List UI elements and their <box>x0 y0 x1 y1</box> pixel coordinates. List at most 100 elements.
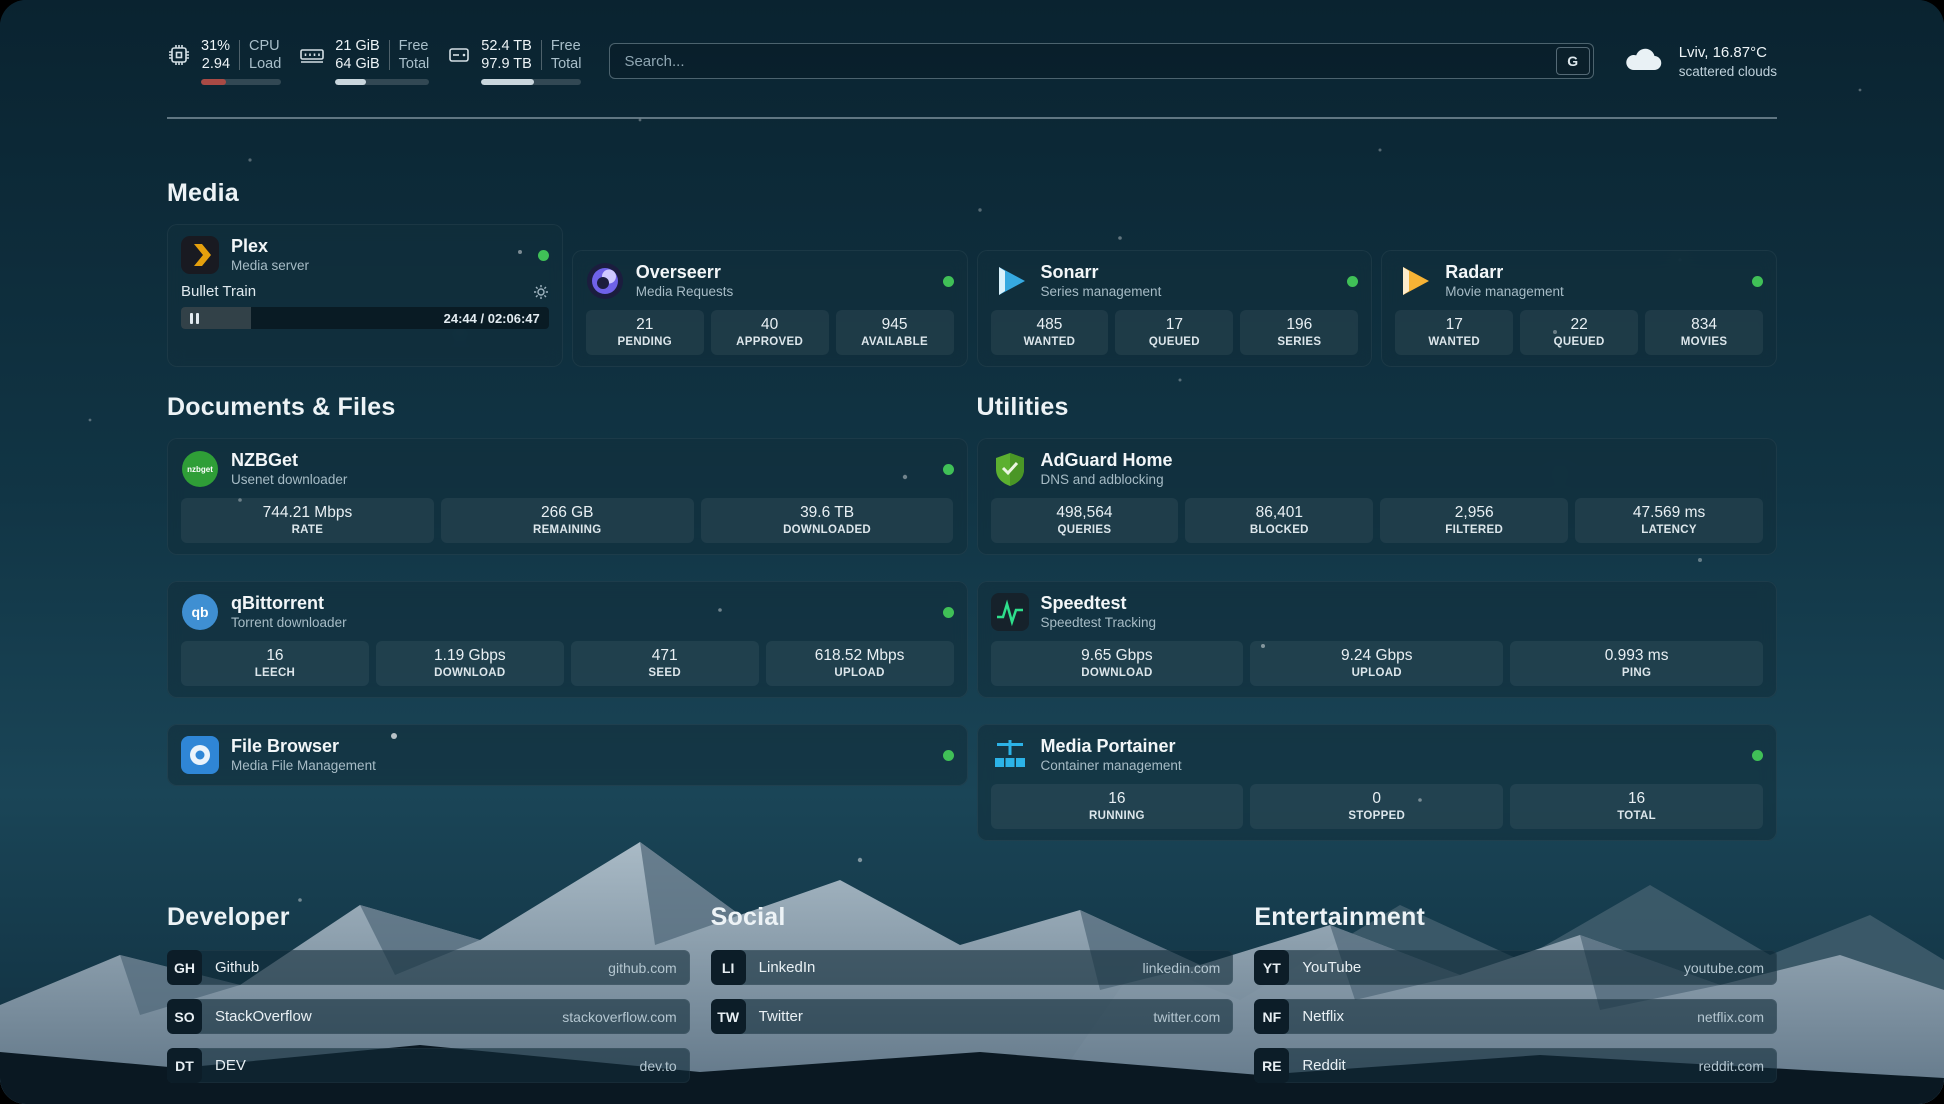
section-media: Media Plex Media server <box>167 179 1777 367</box>
cpu-progress-bar <box>201 79 281 85</box>
filebrowser-icon <box>181 736 219 774</box>
link-reddit[interactable]: RE Reddit reddit.com <box>1254 1048 1777 1083</box>
system-stats: 31% 2.94 CPU Load <box>167 37 581 85</box>
speedtest-card[interactable]: Speedtest Speedtest Tracking 9.65 Gbps D… <box>977 581 1778 698</box>
stat-box: 0.993 ms PING <box>1510 641 1763 686</box>
app-description: Media File Management <box>231 758 376 774</box>
app-description: Movie management <box>1445 284 1564 300</box>
divider <box>239 40 240 70</box>
cpu-widget: 31% 2.94 CPU Load <box>167 37 281 85</box>
app-description: Series management <box>1041 284 1162 300</box>
app-name: NZBGet <box>231 450 347 470</box>
nzbget-icon: nzbget <box>181 450 219 488</box>
stat-box: 618.52 Mbps UPLOAD <box>766 641 954 686</box>
divider <box>541 40 542 70</box>
section-title-social: Social <box>711 903 1234 932</box>
sonarr-card[interactable]: Sonarr Series management 485 WANTED 17 Q… <box>977 250 1373 367</box>
app-name: AdGuard Home <box>1041 450 1173 470</box>
pause-icon[interactable] <box>190 313 199 324</box>
topbar-divider <box>167 117 1777 119</box>
adguard-card[interactable]: AdGuard Home DNS and adblocking 498,564 … <box>977 438 1778 555</box>
stat-box: 39.6 TB DOWNLOADED <box>701 498 954 543</box>
status-dot <box>943 750 954 761</box>
stat-box: 498,564 QUERIES <box>991 498 1179 543</box>
stat-box: 485 WANTED <box>991 310 1109 355</box>
stat-box: 17 QUEUED <box>1115 310 1233 355</box>
filebrowser-card[interactable]: File Browser Media File Management <box>167 724 968 786</box>
link-twitter[interactable]: TW Twitter twitter.com <box>711 999 1234 1034</box>
memory-progress-bar <box>335 79 429 85</box>
section-social: Social LI LinkedIn linkedin.com TW Twitt… <box>711 903 1234 1083</box>
memory-values: 21 GiB 64 GiB <box>335 37 379 73</box>
qbittorrent-icon: qb <box>181 593 219 631</box>
memory-labels: Free Total <box>399 37 430 73</box>
link-youtube[interactable]: YT YouTube youtube.com <box>1254 950 1777 985</box>
portainer-card[interactable]: Media Portainer Container management 16 … <box>977 724 1778 841</box>
link-dev[interactable]: DT DEV dev.to <box>167 1048 690 1083</box>
weather-condition: scattered clouds <box>1679 64 1777 79</box>
app-name: Sonarr <box>1041 262 1162 282</box>
memory-widget: 21 GiB 64 GiB Free Total <box>299 37 429 85</box>
playback-time: 24:44 / 02:06:47 <box>444 311 540 326</box>
linkedin-icon: LI <box>711 950 746 985</box>
disk-widget: 52.4 TB 97.9 TB Free Total <box>447 37 581 85</box>
stat-box: 40 APPROVED <box>711 310 829 355</box>
disk-progress-bar <box>481 79 581 85</box>
section-title-entertainment: Entertainment <box>1254 903 1777 932</box>
speedtest-icon <box>991 593 1029 631</box>
app-description: DNS and adblocking <box>1041 472 1173 488</box>
section-title-utilities: Utilities <box>977 393 1778 422</box>
reddit-icon: RE <box>1254 1048 1289 1083</box>
link-github[interactable]: GH Github github.com <box>167 950 690 985</box>
stat-box: 196 SERIES <box>1240 310 1358 355</box>
radarr-card[interactable]: Radarr Movie management 17 WANTED 22 QUE… <box>1381 250 1777 367</box>
netflix-icon: NF <box>1254 999 1289 1034</box>
app-name: File Browser <box>231 736 376 756</box>
dashboard-root: 31% 2.94 CPU Load <box>0 0 1944 1104</box>
disk-icon <box>447 37 471 72</box>
app-name: Overseerr <box>636 262 734 282</box>
weather-widget: Lviv, 16.87°C scattered clouds <box>1622 43 1777 80</box>
nzbget-card[interactable]: nzbget NZBGet Usenet downloader 744.21 M… <box>167 438 968 555</box>
overseerr-card[interactable]: Overseerr Media Requests 21 PENDING 40 A… <box>572 250 968 367</box>
app-name: Speedtest <box>1041 593 1157 613</box>
stat-box: 744.21 Mbps RATE <box>181 498 434 543</box>
stat-box: 86,401 BLOCKED <box>1185 498 1373 543</box>
stat-box: 17 WANTED <box>1395 310 1513 355</box>
sonarr-icon <box>991 262 1029 300</box>
twitter-icon: TW <box>711 999 746 1034</box>
dashboard-content: 31% 2.94 CPU Load <box>0 33 1944 1104</box>
plex-card[interactable]: Plex Media server Bullet Train <box>167 224 563 367</box>
cpu-labels: CPU Load <box>249 37 281 73</box>
dev-icon: DT <box>167 1048 202 1083</box>
youtube-icon: YT <box>1254 950 1289 985</box>
stat-box: 1.19 Gbps DOWNLOAD <box>376 641 564 686</box>
app-description: Media Requests <box>636 284 734 300</box>
status-dot <box>538 250 549 261</box>
stat-box: 2,956 FILTERED <box>1380 498 1568 543</box>
overseerr-icon <box>586 262 624 300</box>
status-dot <box>1347 276 1358 287</box>
link-stackoverflow[interactable]: SO StackOverflow stackoverflow.com <box>167 999 690 1034</box>
app-description: Usenet downloader <box>231 472 347 488</box>
section-title-media: Media <box>167 179 1777 208</box>
now-playing-title: Bullet Train <box>181 283 256 300</box>
stat-box: 945 AVAILABLE <box>836 310 954 355</box>
stat-box: 16 LEECH <box>181 641 369 686</box>
stat-box: 471 SEED <box>571 641 759 686</box>
section-title-documents: Documents & Files <box>167 393 968 422</box>
app-name: Plex <box>231 236 309 256</box>
link-linkedin[interactable]: LI LinkedIn linkedin.com <box>711 950 1234 985</box>
qbittorrent-card[interactable]: qb qBittorrent Torrent downloader 16 LEE… <box>167 581 968 698</box>
stat-box: 21 PENDING <box>586 310 704 355</box>
topbar: 31% 2.94 CPU Load <box>167 33 1777 89</box>
cpu-icon <box>167 37 191 72</box>
search-input[interactable] <box>609 43 1593 79</box>
link-netflix[interactable]: NF Netflix netflix.com <box>1254 999 1777 1034</box>
stat-box: 266 GB REMAINING <box>441 498 694 543</box>
playback-progress-bar[interactable]: 24:44 / 02:06:47 <box>181 307 549 329</box>
gear-icon[interactable] <box>533 284 549 300</box>
search-engine-button[interactable]: G <box>1556 47 1590 75</box>
stat-box: 9.65 Gbps DOWNLOAD <box>991 641 1244 686</box>
status-dot <box>1752 750 1763 761</box>
